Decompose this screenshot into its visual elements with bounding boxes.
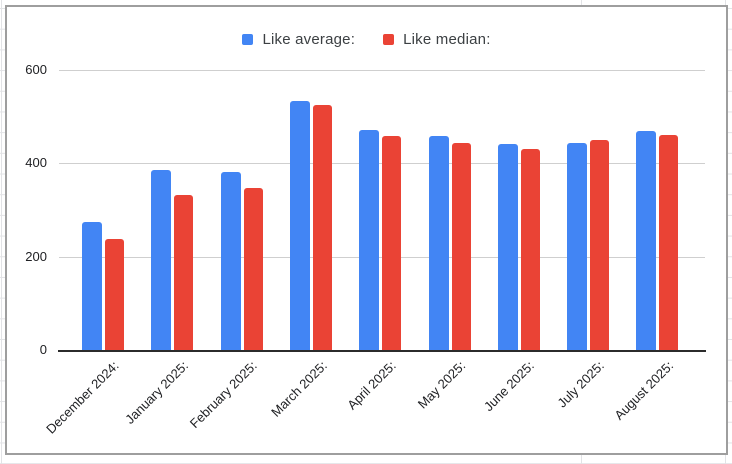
embedded-chart[interactable]: Like average: Like median: 0 200 400 600 Dec… bbox=[5, 5, 728, 455]
bar-like-average[interactable] bbox=[359, 130, 380, 350]
bar-like-average[interactable] bbox=[567, 142, 588, 350]
x-axis-label-text: July 2025: bbox=[554, 358, 607, 411]
legend-label-average: Like average: bbox=[262, 30, 356, 48]
bar-like-average[interactable] bbox=[289, 101, 310, 350]
y-gridline bbox=[59, 163, 705, 165]
bar-like-median[interactable] bbox=[105, 238, 124, 350]
legend-swatch-median-icon bbox=[383, 33, 395, 45]
x-axis-label-text: February 2025: bbox=[187, 358, 261, 431]
y-axis-tick-label: 600 bbox=[25, 62, 47, 77]
x-axis-line bbox=[58, 350, 706, 352]
bar-like-average[interactable] bbox=[428, 136, 449, 350]
x-axis-label-text: March 2025: bbox=[267, 358, 330, 420]
bar-like-average[interactable] bbox=[82, 221, 102, 350]
y-axis-tick-label: 0 bbox=[39, 342, 47, 357]
sheet-column-gridline bbox=[1, 0, 2, 464]
bar-like-median[interactable] bbox=[451, 142, 471, 350]
y-gridline bbox=[59, 70, 705, 71]
legend-swatch-average-icon bbox=[242, 33, 254, 45]
legend-item-average: Like average: bbox=[242, 31, 355, 48]
bar-like-median[interactable] bbox=[590, 140, 610, 350]
x-axis-label-text: January 2025: bbox=[122, 358, 191, 427]
x-axis-label-text: December 2024: bbox=[43, 358, 122, 437]
bar-like-average[interactable] bbox=[151, 169, 172, 350]
y-gridline bbox=[59, 256, 705, 258]
bar-like-average[interactable] bbox=[220, 171, 241, 350]
bar-like-average[interactable] bbox=[636, 131, 657, 350]
bar-like-average[interactable] bbox=[497, 143, 518, 350]
chart-legend: Like average: Like median: bbox=[7, 29, 726, 49]
bar-like-median[interactable] bbox=[382, 136, 402, 350]
x-axis-label-text: June 2025: bbox=[481, 358, 538, 415]
bar-like-median[interactable] bbox=[174, 195, 194, 350]
bar-like-median[interactable] bbox=[243, 188, 263, 350]
bar-like-median[interactable] bbox=[659, 134, 679, 350]
plot-area: 0 200 400 600 December 2024: January 2025: Feb… bbox=[7, 7, 726, 453]
y-axis-tick-label: 400 bbox=[25, 155, 47, 171]
legend-item-median: Like median: bbox=[383, 31, 490, 48]
bar-like-median[interactable] bbox=[520, 149, 540, 350]
x-axis-label-text: May 2025: bbox=[414, 358, 469, 412]
y-axis-tick-label: 200 bbox=[25, 248, 47, 264]
bar-like-median[interactable] bbox=[312, 105, 332, 350]
x-axis-label-text: April 2025: bbox=[344, 358, 399, 413]
legend-label-median: Like median: bbox=[403, 30, 491, 48]
x-axis-label-text: August 2025: bbox=[611, 358, 676, 423]
